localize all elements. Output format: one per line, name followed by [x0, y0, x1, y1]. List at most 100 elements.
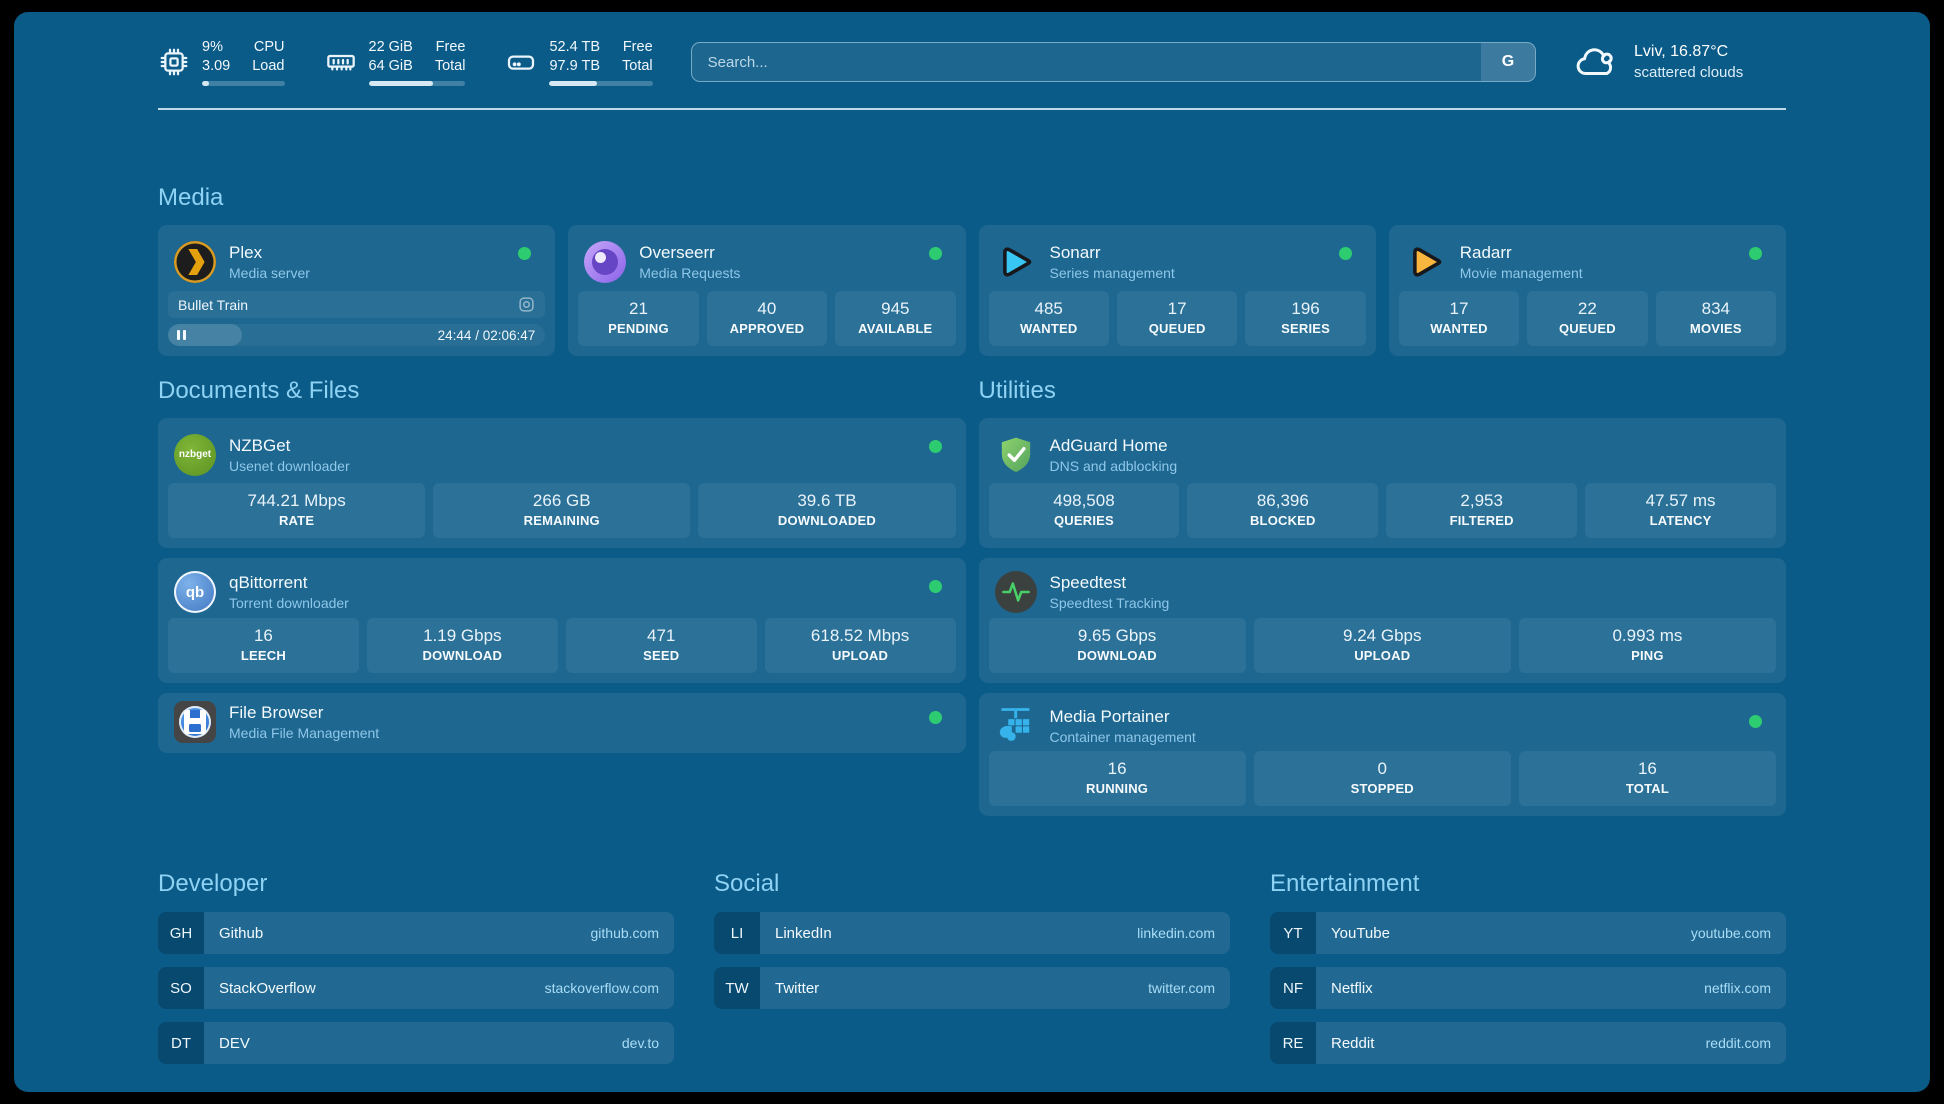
bookmark-dev[interactable]: DT DEV dev.to	[158, 1022, 674, 1065]
weather-location: Lviv, 16.87°C	[1634, 43, 1729, 61]
media-section-title: Media	[158, 184, 224, 212]
bookmark-name: Netflix	[1331, 979, 1373, 997]
service-subtitle: Torrent downloader	[229, 595, 349, 612]
service-name: File Browser	[229, 703, 324, 723]
service-stats: 9.65 Gbps DOWNLOAD 9.24 Gbps UPLOAD 0.99…	[988, 618, 1777, 674]
qbittorrent-card[interactable]: qb qBittorrent Torrent downloader 16 LEE…	[158, 558, 966, 684]
service-subtitle: Media Requests	[639, 265, 741, 282]
service-subtitle: Movie management	[1459, 265, 1583, 282]
topbar-divider	[158, 108, 1786, 111]
memory-total-label: Total	[434, 58, 466, 75]
stat-wanted: 485 WANTED	[988, 291, 1109, 347]
portainer-icon	[995, 705, 1037, 747]
stat-queued: 17 QUEUED	[1116, 291, 1238, 347]
service-subtitle: Usenet downloader	[229, 457, 350, 474]
service-name: Plex	[229, 243, 263, 263]
entertainment-group: Entertainment YT YouTube youtube.com NF …	[1270, 870, 1786, 1065]
speedtest-icon	[994, 571, 1037, 614]
bookmark-linkedin[interactable]: LI LinkedIn linkedin.com	[714, 912, 1230, 955]
disk-free: 52.4 TB	[549, 39, 601, 55]
disk-free-label: Free	[622, 39, 653, 55]
bookmark-abbr: LI	[714, 912, 760, 955]
plex-icon	[174, 241, 216, 284]
cpu-progress-track	[202, 81, 285, 87]
bookmark-name: Twitter	[775, 979, 820, 997]
filebrowser-icon	[174, 701, 216, 744]
bookmark-twitter[interactable]: TW Twitter twitter.com	[714, 967, 1230, 1010]
service-stats: 16 LEECH 1.19 Gbps DOWNLOAD 471 SEED 6	[168, 618, 956, 674]
memory-free-label: Free	[435, 39, 466, 55]
social-title: Social	[714, 870, 780, 898]
service-stats: 16 RUNNING 0 STOPPED 16 TOTAL	[988, 751, 1777, 807]
now-playing-title: Bullet Train	[178, 296, 249, 313]
utilities-section-title: Utilities	[978, 377, 1056, 405]
bookmark-stackoverflow[interactable]: SO StackOverflow stackoverflow.com	[158, 967, 674, 1010]
service-subtitle: Container management	[1049, 729, 1196, 746]
stat-blocked: 86,396 BLOCKED	[1187, 483, 1379, 539]
stat-upload: 9.24 Gbps UPLOAD	[1253, 618, 1511, 674]
entertainment-title: Entertainment	[1270, 870, 1420, 898]
bookmark-netflix[interactable]: NF Netflix netflix.com	[1270, 967, 1786, 1010]
stat-rate: 744.21 Mbps RATE	[168, 483, 426, 539]
bookmark-reddit[interactable]: RE Reddit reddit.com	[1270, 1022, 1786, 1065]
qbittorrent-icon: qb	[174, 571, 216, 614]
playback-time: 24:44 / 02:06:47	[437, 327, 536, 343]
overseerr-icon	[584, 241, 627, 284]
disk-progress-fill	[549, 81, 597, 87]
service-subtitle: Media File Management	[229, 725, 380, 742]
portainer-card[interactable]: Media Portainer Container management 16 …	[978, 693, 1786, 817]
memory-progress-fill	[368, 81, 433, 87]
dashboard: 9% 3.09 CPU Load	[14, 12, 1930, 1092]
search-input[interactable]	[691, 43, 1481, 82]
service-name: AdGuard Home	[1049, 435, 1168, 455]
service-stats: 744.21 Mbps RATE 266 GB REMAINING 39.6 T…	[168, 483, 956, 539]
developer-title: Developer	[158, 870, 268, 898]
stat-available: 945 AVAILABLE	[835, 291, 956, 347]
media-info-icon[interactable]	[518, 296, 535, 313]
disk-total-label: Total	[622, 58, 653, 75]
bookmark-abbr: DT	[158, 1022, 204, 1065]
service-stats: 21 PENDING 40 APPROVED 945 AVAILABLE	[578, 291, 956, 347]
plex-card[interactable]: Plex Media server Bullet Train	[158, 225, 556, 357]
bookmark-abbr: RE	[1270, 1022, 1316, 1065]
bookmark-abbr: GH	[158, 912, 204, 955]
stat-ping: 0.993 ms PING	[1518, 618, 1777, 674]
stat-remaining: 266 GB REMAINING	[433, 483, 691, 539]
service-name: NZBGet	[229, 435, 291, 455]
overseerr-card[interactable]: Overseerr Media Requests 21 PENDING 40 A…	[568, 225, 966, 357]
bookmark-url: github.com	[590, 925, 659, 942]
memory-progress-track	[368, 81, 466, 87]
sonarr-icon	[995, 241, 1037, 283]
service-stats: 498,508 QUERIES 86,396 BLOCKED 2,953 FIL…	[988, 483, 1776, 539]
adguard-card[interactable]: AdGuard Home DNS and adblocking 498,508 …	[978, 418, 1786, 549]
bookmark-url: dev.to	[621, 1035, 659, 1052]
social-group: Social LI LinkedIn linkedin.com TW Twitt…	[714, 870, 1230, 1064]
status-dot	[1749, 247, 1762, 261]
bookmark-abbr: YT	[1270, 912, 1316, 955]
documents-section-title: Documents & Files	[158, 377, 360, 405]
service-subtitle: Media server	[229, 265, 310, 282]
service-name: qBittorrent	[229, 573, 308, 593]
stat-download: 9.65 Gbps DOWNLOAD	[988, 618, 1246, 674]
pause-icon[interactable]	[177, 330, 186, 341]
bookmark-youtube[interactable]: YT YouTube youtube.com	[1270, 912, 1786, 955]
google-search-button[interactable]: G	[1481, 43, 1535, 82]
search-bar: G	[690, 42, 1536, 83]
service-stats: 485 WANTED 17 QUEUED 196 SERIES	[988, 291, 1366, 347]
radarr-card[interactable]: Radarr Movie management 17 WANTED 22 QUE…	[1388, 225, 1786, 357]
speedtest-card[interactable]: Speedtest Speedtest Tracking 9.65 Gbps D…	[978, 558, 1786, 684]
weather-condition: scattered clouds	[1634, 63, 1744, 81]
filebrowser-card[interactable]: File Browser Media File Management	[158, 693, 966, 754]
sonarr-card[interactable]: Sonarr Series management 485 WANTED 17 Q…	[978, 225, 1376, 357]
adguard-icon	[995, 434, 1037, 476]
status-dot	[928, 440, 942, 454]
playback-progress-bar[interactable]: 24:44 / 02:06:47	[168, 324, 546, 347]
cpu-load-label: Load	[252, 58, 285, 75]
memory-total: 64 GiB	[368, 58, 413, 75]
bookmark-url: stackoverflow.com	[544, 980, 659, 997]
bookmark-name: YouTube	[1331, 924, 1390, 942]
stat-leech: 16 LEECH	[168, 618, 359, 674]
nzbget-card[interactable]: nzbget NZBGet Usenet downloader 744.21 M…	[158, 418, 966, 549]
bookmark-github[interactable]: GH Github github.com	[158, 912, 674, 955]
now-playing-row: Bullet Train	[168, 291, 546, 319]
